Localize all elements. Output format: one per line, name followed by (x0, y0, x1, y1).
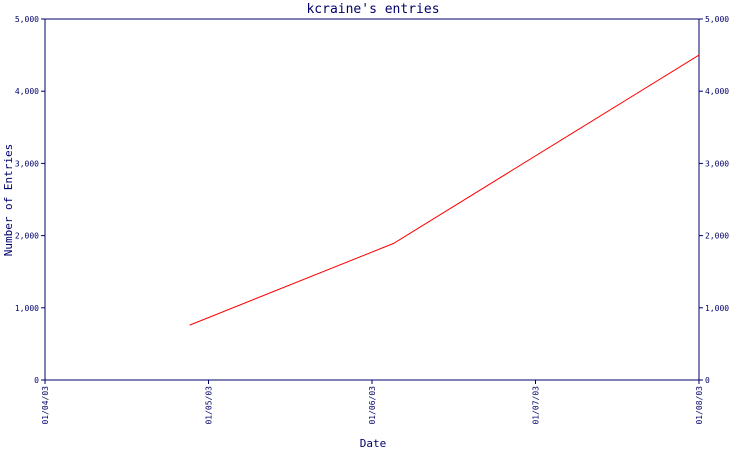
y-tick-label-left: 3,000 (15, 159, 39, 168)
y-tick-label-right: 4,000 (705, 87, 729, 96)
plot-area-frame (44, 18, 700, 381)
y-tick-label-left: 5,000 (15, 15, 39, 24)
y-tick-label-right: 0 (705, 376, 710, 385)
y-tick-label-left: 1,000 (15, 304, 39, 313)
x-tick-label: 01/05/03 (205, 386, 214, 425)
x-tick-label: 01/06/03 (368, 386, 377, 425)
x-tick-label: 01/04/03 (41, 386, 50, 425)
y-tick-label-right: 3,000 (705, 159, 729, 168)
x-axis: 01/04/03 01/05/03 01/06/03 01/07/03 01/08/03 (41, 380, 704, 425)
y-tick-label-right: 1,000 (705, 304, 729, 313)
y-tick-label-right: 2,000 (705, 232, 729, 241)
y-axis-label: Number of Entries (2, 144, 15, 257)
x-tick-label: 01/07/03 (532, 386, 541, 425)
y-axis-left: 0 1,000 2,000 3,000 4,000 5,000 (15, 15, 45, 385)
series-line (189, 54, 700, 326)
series-layer (189, 54, 700, 326)
y-axis-right: 0 1,000 2,000 3,000 4,000 5,000 (699, 15, 729, 385)
x-axis-label: Date (360, 437, 387, 450)
y-tick-label-left: 2,000 (15, 232, 39, 241)
y-tick-label-right: 5,000 (705, 15, 729, 24)
x-tick-label: 01/08/03 (695, 386, 704, 425)
y-tick-label-left: 0 (34, 376, 39, 385)
chart-title: kcraine's entries (306, 2, 439, 17)
y-tick-label-left: 4,000 (15, 87, 39, 96)
